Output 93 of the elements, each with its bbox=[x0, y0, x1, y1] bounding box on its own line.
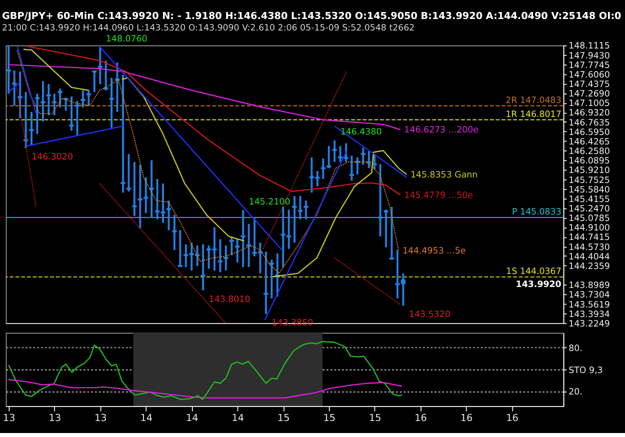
annotation: 143.8010 bbox=[208, 294, 250, 305]
y-tick-label: 147.9430 bbox=[568, 51, 610, 62]
y-tick-label: 144.2359 bbox=[568, 262, 610, 272]
annotation: 145.2100 bbox=[248, 197, 290, 208]
candlestick bbox=[5, 44, 12, 95]
candlestick bbox=[91, 69, 98, 93]
candlestick bbox=[268, 258, 275, 300]
y-tick-label: STO 9,3 bbox=[568, 366, 603, 376]
y-tick-label: 147.1005 bbox=[568, 99, 610, 110]
x-tick-label: 15 bbox=[323, 412, 336, 424]
annotation: 148.0760 bbox=[106, 34, 148, 45]
ref-line-label: 1S 144.0367 bbox=[506, 267, 562, 278]
candlestick bbox=[360, 146, 366, 166]
y-tick-label: 147.7745 bbox=[568, 60, 610, 71]
y-tick-label: 146.4265 bbox=[568, 137, 610, 148]
candlestick bbox=[176, 229, 184, 268]
y-tick-label: 145.9210 bbox=[568, 166, 610, 176]
y-tick-label: 144.5730 bbox=[568, 242, 610, 253]
candlestick bbox=[234, 238, 241, 264]
y-tick-label: 20. bbox=[568, 388, 582, 398]
candlestick bbox=[68, 96, 75, 132]
candlestick bbox=[108, 76, 115, 129]
chart-subtitle: 21:00 C:143.9920 H:144.0960 L:143.5320 O:143.9090 V:2.610 2:06 05-15-09 S:52.0548 t2662 bbox=[2, 23, 415, 34]
x-tick-label: 16 bbox=[414, 412, 427, 424]
y-tick-label: 144.4044 bbox=[568, 252, 610, 262]
candlestick bbox=[148, 159, 155, 219]
candlestick bbox=[28, 110, 35, 146]
series-label: 145.8353 Gann bbox=[410, 170, 478, 180]
y-tick-label: 143.3934 bbox=[568, 310, 610, 320]
candlestick bbox=[96, 46, 104, 86]
candlestick bbox=[120, 74, 126, 194]
candlestick bbox=[240, 209, 246, 268]
x-tick-label: 13 bbox=[3, 412, 16, 424]
y-tick-label: 145.4155 bbox=[568, 194, 610, 205]
candlestick bbox=[371, 152, 378, 170]
candlestick bbox=[228, 235, 235, 256]
y-tick-label: 148.1115 bbox=[568, 42, 610, 52]
series-label: 146.6273 ...200e bbox=[404, 125, 478, 136]
x-tick-label: 13 bbox=[48, 412, 61, 424]
y-tick-label: 147.2690 bbox=[568, 90, 610, 100]
candlestick bbox=[291, 195, 298, 244]
x-tick-label: 14 bbox=[232, 412, 244, 424]
y-tick-label: 146.7635 bbox=[568, 118, 610, 128]
x-tick-label: 15 bbox=[277, 412, 290, 424]
candlestick bbox=[286, 208, 292, 250]
x-tick-label: 16 bbox=[460, 412, 473, 424]
candlestick bbox=[280, 206, 286, 268]
x-tick-label: 15 bbox=[368, 412, 382, 424]
y-tick-label: 146.9320 bbox=[568, 108, 610, 119]
y-tick-label: 143.7304 bbox=[568, 290, 610, 301]
y-tick-label: 146.5950 bbox=[568, 128, 610, 138]
y-tick-label: 146.2580 bbox=[568, 147, 610, 158]
y-tick-label: 147.4375 bbox=[568, 80, 610, 90]
y-tick-label: 143.5619 bbox=[568, 300, 610, 310]
x-tick-label: 14 bbox=[140, 412, 152, 424]
x-tick-label: 13 bbox=[94, 412, 107, 424]
chart-title: GBP/JPY+ 60-Min C:143.9920 N: - 1.9180 H:146.4380 L:143.5320 O:145.9050 B:143.9920 A:144.0490 V:25148 OI:0 bbox=[2, 10, 622, 22]
candlestick bbox=[377, 163, 384, 238]
ref-line-label: 2R 147.0483 bbox=[506, 96, 562, 106]
y-tick-label: 144.9100 bbox=[568, 224, 610, 234]
candlestick bbox=[331, 139, 338, 163]
annotation: 146.3020 bbox=[32, 152, 73, 163]
y-tick-label: 80. bbox=[568, 344, 582, 354]
x-tick-label: 14 bbox=[186, 412, 198, 424]
y-tick-label: 145.5840 bbox=[568, 185, 610, 196]
series-label: 145.4779 ...50e bbox=[404, 190, 473, 201]
y-tick-label: 144.7415 bbox=[568, 233, 610, 244]
y-tick-label: 147.6060 bbox=[568, 70, 610, 80]
candlestick bbox=[56, 88, 64, 108]
annotation: 143.9920 bbox=[516, 280, 562, 290]
candlestick bbox=[102, 60, 110, 92]
y-tick-label: 145.2470 bbox=[568, 204, 610, 215]
candlestick bbox=[45, 83, 52, 116]
y-tick-label: 146.0895 bbox=[568, 156, 610, 167]
y-tick-label: 143.8989 bbox=[568, 281, 610, 292]
x-tick-label: 16 bbox=[506, 412, 518, 424]
candlestick bbox=[216, 238, 224, 274]
candlestick bbox=[302, 200, 310, 220]
y-tick-label: 143.2249 bbox=[568, 319, 610, 330]
candlestick bbox=[222, 244, 230, 272]
candlestick bbox=[22, 91, 30, 150]
candlestick bbox=[200, 243, 206, 292]
candlestick bbox=[80, 89, 86, 108]
candlestick bbox=[262, 250, 270, 315]
ref-line-label: P 145.0833 bbox=[512, 208, 562, 218]
y-tick-label: 145.0785 bbox=[568, 214, 610, 224]
candlestick bbox=[16, 70, 24, 120]
candlestick bbox=[136, 164, 144, 230]
candlestick bbox=[382, 208, 390, 248]
ref-line-label: 1R 146.8017 bbox=[506, 110, 562, 120]
annotation: 143.5320 bbox=[408, 310, 450, 320]
y-tick-label: 145.7525 bbox=[568, 176, 610, 186]
series-label: 144.4953 ...5e bbox=[402, 246, 466, 256]
